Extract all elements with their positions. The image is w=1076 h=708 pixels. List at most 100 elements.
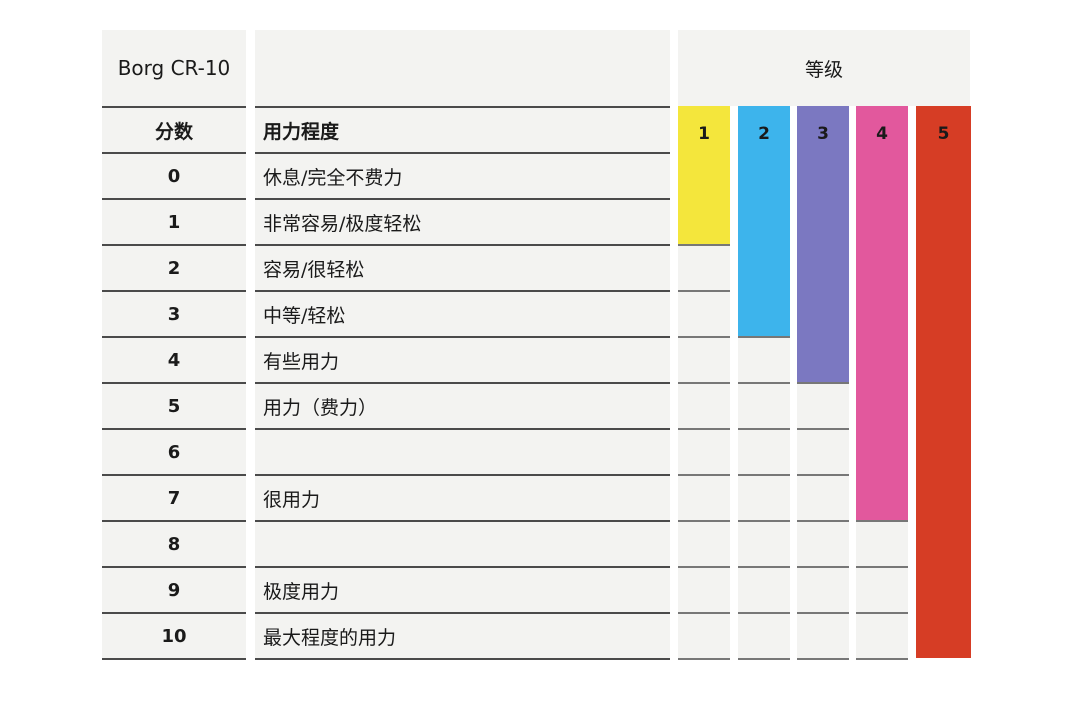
score-cell: 5 — [102, 384, 246, 428]
grade-title: 等级 — [804, 58, 843, 81]
grade-grid-cell — [797, 384, 849, 428]
grade-grid-cell — [797, 430, 849, 474]
grade-grid-cell — [797, 614, 849, 658]
grade-4-bar: 4 — [856, 106, 908, 520]
row-divider — [102, 382, 246, 384]
grade-grid-cell — [738, 384, 790, 428]
row-divider — [102, 520, 246, 522]
row-divider — [102, 106, 246, 108]
effort-cell: 最大程度的用力 — [255, 614, 670, 658]
grade-grid-cell — [856, 568, 908, 612]
score-value: 2 — [167, 257, 181, 279]
grade-grid-cell — [678, 568, 730, 612]
grade-row-divider — [797, 382, 849, 384]
scale-name: Borg CR-10 — [117, 56, 231, 80]
row-divider — [102, 474, 246, 476]
grade-1-bar: 1 — [678, 106, 730, 244]
effort-header-cell: 用力程度 — [255, 108, 670, 152]
effort-description: 极度用力 — [263, 580, 340, 603]
grade-row-divider — [738, 566, 790, 568]
effort-cell — [255, 522, 670, 566]
grade-row-divider — [797, 428, 849, 430]
grade-row-divider — [797, 612, 849, 614]
score-cell: 10 — [102, 614, 246, 658]
grade-label: 2 — [758, 124, 770, 144]
score-cell: 8 — [102, 522, 246, 566]
score-value: 8 — [167, 533, 181, 555]
effort-cell: 很用力 — [255, 476, 670, 520]
grade-row-divider — [797, 520, 849, 522]
score-cell: 0 — [102, 154, 246, 198]
grade-row-divider — [678, 658, 730, 660]
score-cell: 6 — [102, 430, 246, 474]
score-cell: 7 — [102, 476, 246, 520]
grade-grid-cell — [738, 476, 790, 520]
score-value: 3 — [167, 303, 181, 325]
grade-grid-cell — [678, 338, 730, 382]
row-divider — [102, 612, 246, 614]
grade-row-divider — [678, 290, 730, 292]
effort-cell: 有些用力 — [255, 338, 670, 382]
effort-cell: 休息/完全不费力 — [255, 154, 670, 198]
grade-grid-cell — [678, 246, 730, 290]
grade-row-divider — [678, 382, 730, 384]
row-divider — [102, 198, 246, 200]
effort-description: 休息/完全不费力 — [263, 166, 403, 189]
grade-label: 3 — [817, 124, 829, 144]
row-divider — [255, 520, 670, 522]
effort-description: 有些用力 — [263, 350, 340, 373]
row-divider — [102, 566, 246, 568]
grade-grid-cell — [797, 476, 849, 520]
score-value: 7 — [167, 487, 181, 509]
row-divider — [102, 244, 246, 246]
grade-row-divider — [738, 474, 790, 476]
effort-cell — [255, 430, 670, 474]
grade-row-divider — [797, 566, 849, 568]
grade-row-divider — [678, 520, 730, 522]
row-divider — [255, 382, 670, 384]
row-divider — [102, 428, 246, 430]
row-divider — [255, 336, 670, 338]
grade-row-divider — [678, 428, 730, 430]
grade-row-divider — [738, 382, 790, 384]
grade-grid-cell — [678, 614, 730, 658]
grade-grid-cell — [678, 430, 730, 474]
grade-3-bar: 3 — [797, 106, 849, 382]
grade-grid-cell — [678, 476, 730, 520]
score-value: 0 — [167, 165, 181, 187]
effort-cell: 中等/轻松 — [255, 292, 670, 336]
grade-row-divider — [797, 474, 849, 476]
score-header: 分数 — [154, 120, 193, 143]
grade-row-divider — [738, 612, 790, 614]
score-value: 6 — [167, 441, 181, 463]
score-header-cell: 分数 — [102, 108, 246, 152]
score-cell: 9 — [102, 568, 246, 612]
row-divider — [255, 244, 670, 246]
grade-grid-cell — [678, 522, 730, 566]
grade-label: 4 — [876, 124, 888, 144]
effort-description: 很用力 — [263, 488, 321, 511]
effort-cell: 用力（费力） — [255, 384, 670, 428]
grade-grid-cell — [738, 522, 790, 566]
score-cell: 3 — [102, 292, 246, 336]
grade-grid-cell — [797, 522, 849, 566]
grade-grid-cell — [738, 430, 790, 474]
effort-cell: 极度用力 — [255, 568, 670, 612]
grade-row-divider — [738, 428, 790, 430]
row-divider — [255, 290, 670, 292]
header-blank-cell — [255, 30, 670, 106]
grade-row-divider — [678, 566, 730, 568]
row-divider — [255, 474, 670, 476]
effort-cell: 容易/很轻松 — [255, 246, 670, 290]
grade-grid-cell — [738, 614, 790, 658]
effort-header: 用力程度 — [263, 120, 340, 143]
effort-description: 用力（费力） — [263, 396, 378, 419]
grade-row-divider — [738, 520, 790, 522]
grade-row-divider — [678, 336, 730, 338]
row-divider — [255, 106, 670, 108]
grade-row-divider — [856, 566, 908, 568]
row-divider — [102, 336, 246, 338]
row-divider — [255, 658, 670, 660]
grade-grid-cell — [797, 568, 849, 612]
row-divider — [102, 290, 246, 292]
